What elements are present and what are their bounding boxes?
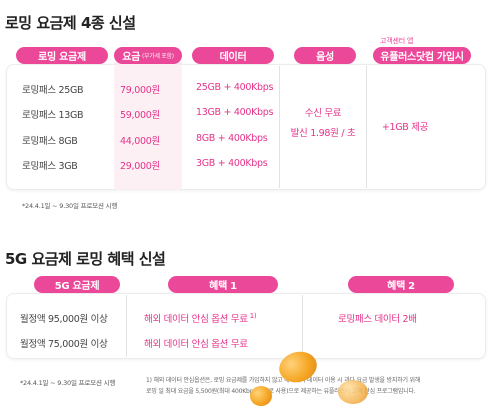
5g-row1-plan: 월정액 95,000원 이상 [20,314,108,325]
header-member: 유플러스닷컴 가입시 [373,47,471,64]
5g-row1-benefit1: 해외 데이터 안심 옵션 무료 1) [144,311,257,325]
note-line2: 로밍 일 최대 요금을 5,500원(최대 400Kbps 속도로 사용)으로 … [146,388,416,395]
section1-title: 로밍 요금제 4종 신설 [5,14,136,32]
section2-title: 5G 요금제 로밍 혜택 신설 [5,250,166,268]
voice-incoming: 수신 무료 [304,108,342,119]
header-price: 요금 (부가세 포함) [114,47,182,64]
row2-data: 13GB + 400Kbps [196,107,274,118]
divider [366,66,367,188]
row1-price: 79,000원 [120,85,160,96]
divider [302,295,303,357]
5g-row2-benefit1: 해외 데이터 안심 옵션 무료 [144,339,248,350]
header-benefit1: 혜택 1 [168,276,278,293]
voice-outgoing: 발신 1.98원 / 초 [290,128,356,139]
member-benefit: +1GB 제공 [381,122,429,133]
divider [126,295,127,357]
plan-table-panel [6,64,486,190]
member-tip: 고객센터 앱 [380,37,414,45]
divider [279,66,280,188]
header-data: 데이터 [192,47,274,64]
coin-icon [338,380,368,404]
note-line1: 1) 해외 데이터 안심옵션은, 로밍 요금제를 가입하지 않고 해외에서 데이… [146,377,421,384]
section1-footnote: *24.4.1일 ~ 9.30일 프로모션 시행 [22,202,118,210]
row2-plan: 로밍패스 13GB [22,110,84,121]
row1-plan: 로밍패스 25GB [22,85,84,96]
header-benefit2: 혜택 2 [348,276,454,293]
row1-data: 25GB + 400Kbps [196,82,274,93]
row3-data: 8GB + 400Kbps [196,133,268,144]
price-column-bg [114,64,182,190]
coin-icon [250,386,272,406]
row2-price: 59,000원 [120,110,160,121]
section2-footnote: *24.4.1일 ~ 9.30일 프로모션 시행 [20,379,116,387]
header-5g-plan: 5G 요금제 [34,276,120,293]
header-voice: 음성 [294,47,356,64]
row3-price: 44,000원 [120,136,160,147]
benefit-table-panel [6,293,486,359]
5g-row2-plan: 월정액 75,000원 이상 [20,339,108,350]
header-plan: 로밍 요금제 [16,47,108,64]
row4-price: 29,000원 [120,161,160,172]
row3-plan: 로밍패스 8GB [22,136,78,147]
row4-plan: 로밍패스 3GB [22,161,78,172]
row4-data: 3GB + 400Kbps [196,158,268,169]
5g-row1-benefit2: 로밍패스 데이터 2배 [338,314,417,325]
